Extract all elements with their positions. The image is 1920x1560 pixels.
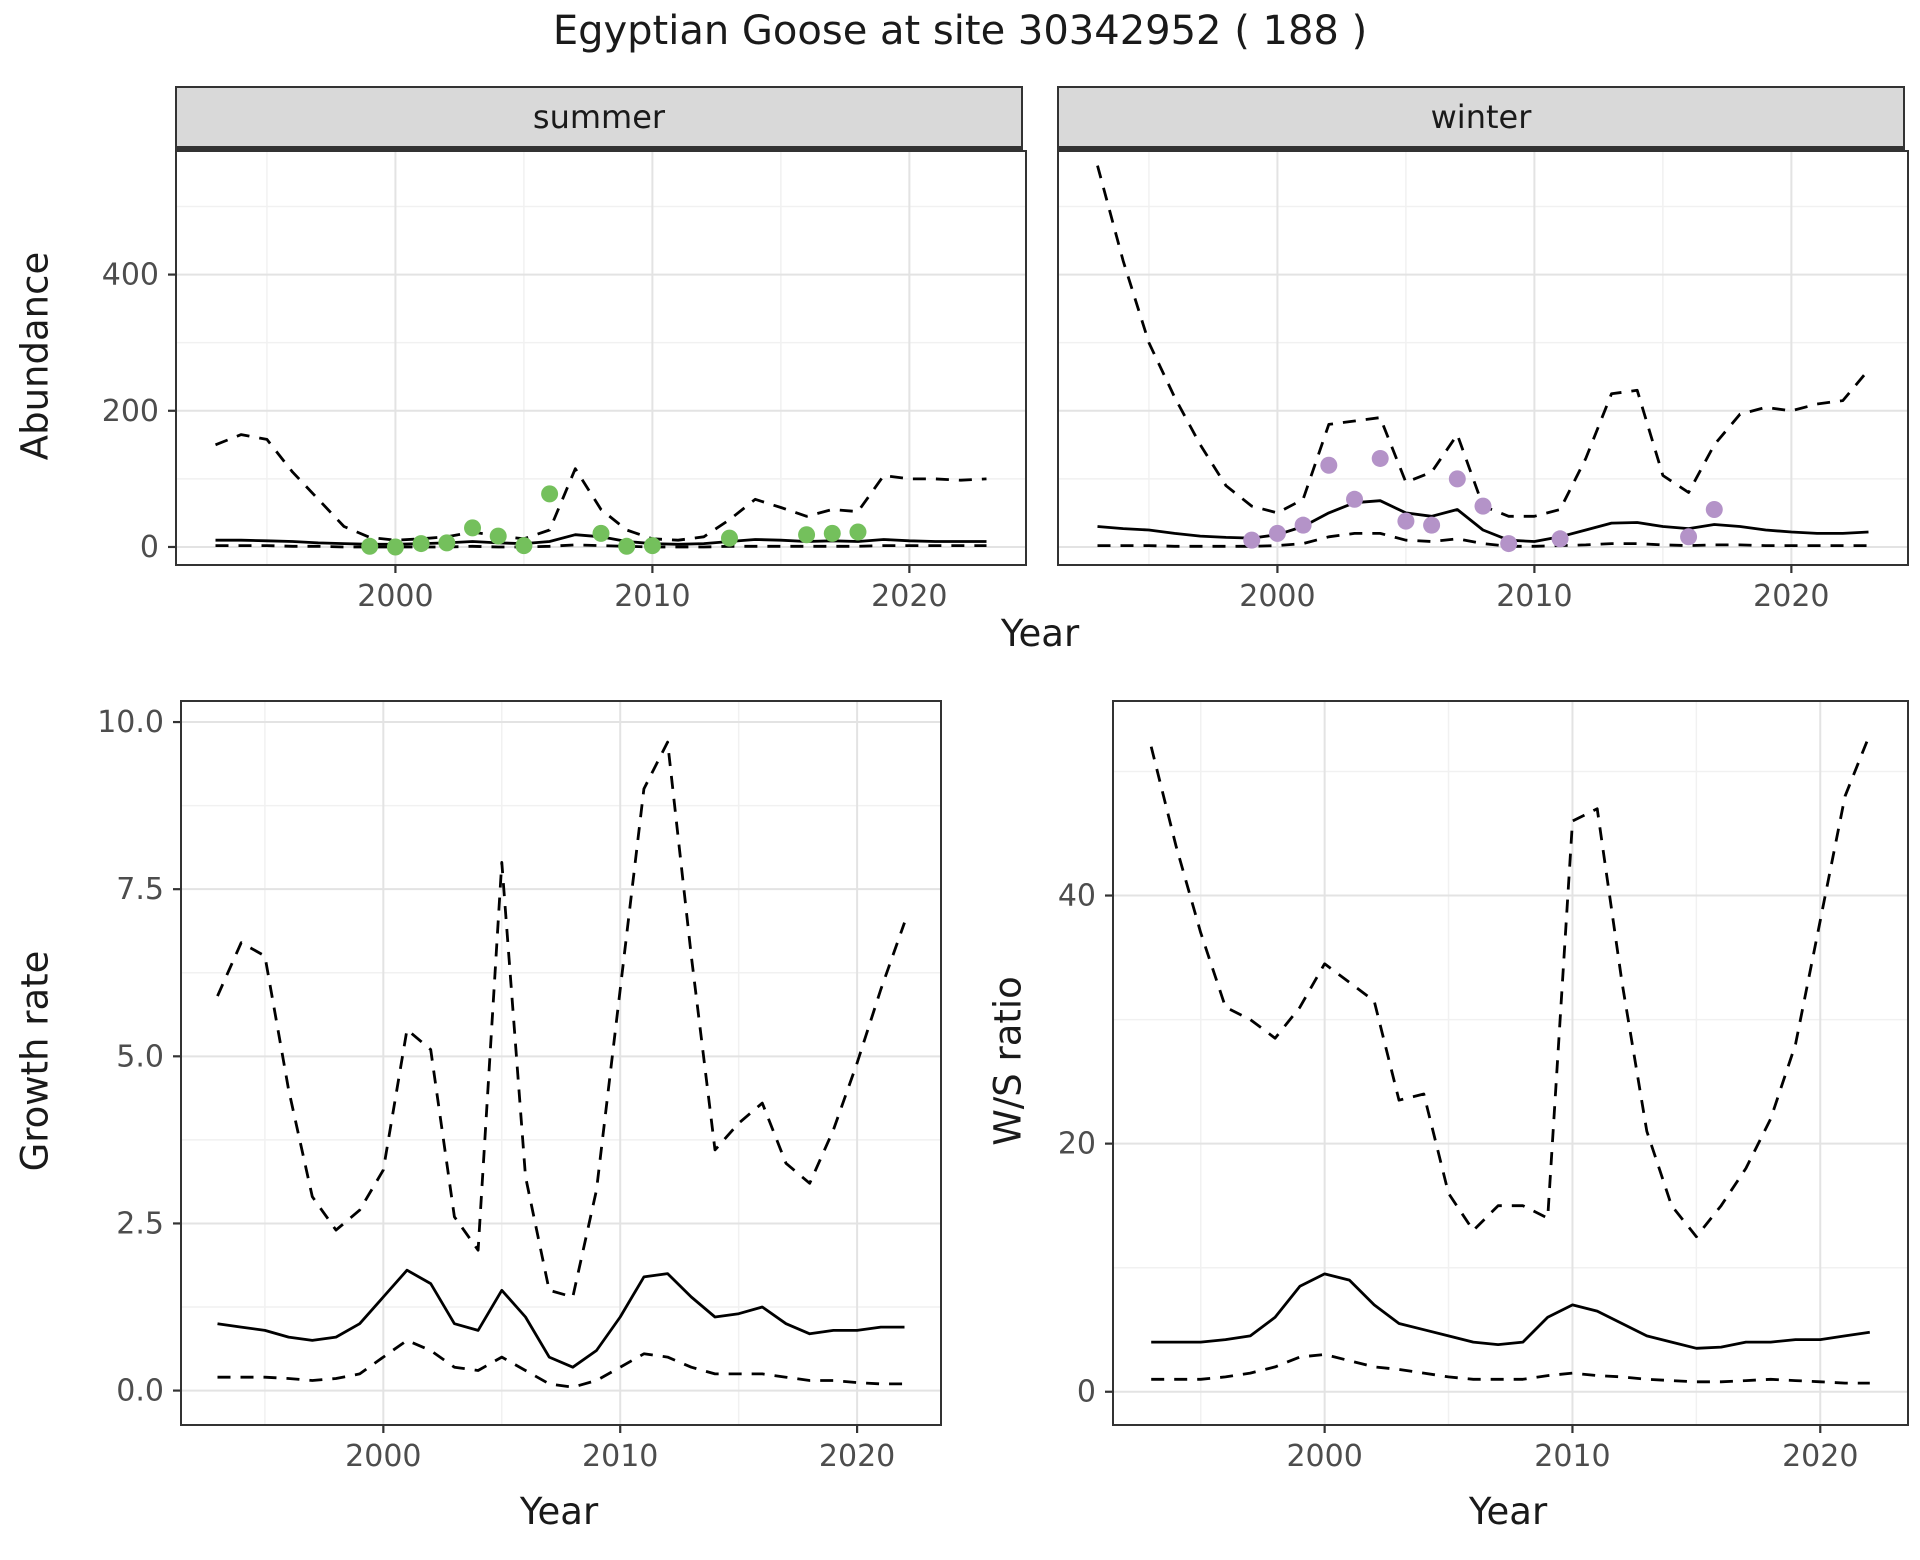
observation-point	[1551, 530, 1569, 548]
figure-title: Egyptian Goose at site 30342952 ( 188 )	[552, 8, 1368, 54]
observation-point	[1705, 501, 1723, 519]
upper-ci-line	[214, 433, 987, 542]
upper-ci-line	[1096, 165, 1870, 518]
panel-winter: 2000 2010 2020	[1057, 150, 1909, 614]
y-tick-label: 7.5	[116, 872, 164, 907]
observation-point	[1423, 516, 1441, 534]
panel-ws-ratio: 2000 2010 2020 0 20 40	[1058, 700, 1909, 1474]
observation-point	[798, 526, 816, 544]
chart-growth: 2000 2010 2020 0.0 2.5 5.0 7.5 10.0	[97, 702, 940, 1474]
observation-point	[1268, 524, 1286, 542]
observation-point	[464, 519, 482, 537]
observation-point	[489, 527, 507, 545]
y-tick-label: 2.5	[116, 1206, 164, 1241]
median-line	[1097, 499, 1869, 543]
observation-point	[1397, 512, 1415, 530]
observation-point	[720, 529, 738, 547]
x-tick-label: 2020	[1753, 579, 1829, 614]
median-line	[1151, 1272, 1871, 1350]
facet-label-winter: winter	[1430, 98, 1532, 136]
observation-point	[1346, 490, 1364, 508]
observation-point	[412, 535, 430, 553]
observation-point	[1320, 456, 1338, 474]
y-tick-label: 200	[102, 394, 159, 429]
y-axis-title-abundance: Abundance	[13, 251, 57, 461]
lower-ci-line	[1097, 532, 1869, 548]
observation-point	[438, 534, 456, 552]
x-tick-label: 2010	[1496, 579, 1572, 614]
observation-point	[1500, 535, 1518, 553]
lower-ci-line	[1151, 1353, 1870, 1385]
y-tick-label: 10.0	[97, 705, 164, 740]
median-line	[217, 1268, 905, 1369]
observation-point	[361, 537, 379, 555]
facet-label-summer: summer	[532, 98, 666, 136]
x-tick-label: 2000	[357, 579, 433, 614]
chart-summer: 2000 2010 2020 0 200 400	[102, 152, 1025, 614]
observation-point	[849, 523, 867, 541]
observation-point	[1680, 528, 1698, 546]
observation-point	[643, 537, 661, 555]
y-tick-label: 40	[1058, 879, 1096, 914]
panel-summer: 2000 2010 2020 0 200 400	[102, 150, 1027, 614]
observation-point	[1448, 470, 1466, 488]
observation-point	[1243, 531, 1261, 549]
observation-point	[823, 524, 841, 542]
y-tick-label: 400	[102, 258, 159, 293]
x-axis-title-year-ws: Year	[1468, 1490, 1548, 1533]
upper-ci-line	[216, 740, 906, 1299]
y-axis-title-growth-rate: Growth rate	[13, 950, 57, 1172]
x-tick-label: 2000	[1286, 1439, 1362, 1474]
chart-ws: 2000 2010 2020 0 20 40	[1058, 702, 1907, 1474]
facet-strip-winter: winter	[1057, 86, 1905, 150]
chart-winter: 2000 2010 2020	[1059, 152, 1907, 614]
y-tick-label: 20	[1058, 1127, 1096, 1162]
x-axis-title-year-growth: Year	[519, 1490, 599, 1533]
x-axis-title-year-top: Year	[1000, 612, 1080, 655]
observation-point	[1294, 516, 1312, 534]
x-tick-label: 2010	[614, 579, 690, 614]
x-tick-label: 2010	[1534, 1439, 1610, 1474]
observation-point	[1474, 497, 1492, 515]
facet-strip-summer: summer	[175, 86, 1023, 150]
observation-point	[386, 538, 404, 556]
upper-ci-line	[1149, 733, 1872, 1239]
x-tick-label: 2010	[582, 1439, 658, 1474]
panel-growth-rate: 2000 2010 2020 0.0 2.5 5.0 7.5 10.0	[97, 700, 942, 1474]
observation-point	[541, 485, 559, 503]
lower-ci-line	[217, 1339, 905, 1389]
x-tick-label: 2000	[1239, 579, 1315, 614]
x-tick-label: 2020	[819, 1439, 895, 1474]
y-tick-label: 0	[140, 530, 159, 565]
y-tick-label: 5.0	[116, 1039, 164, 1074]
x-tick-label: 2020	[1782, 1439, 1858, 1474]
y-tick-label: 0	[1077, 1375, 1096, 1410]
observation-point	[1371, 449, 1389, 467]
x-tick-label: 2000	[345, 1439, 421, 1474]
observation-point	[592, 524, 610, 542]
y-tick-label: 0.0	[116, 1374, 164, 1409]
y-axis-title-ws-ratio: W/S ratio	[986, 976, 1030, 1146]
observation-point	[618, 537, 636, 555]
observation-point	[515, 537, 533, 555]
x-tick-label: 2020	[871, 579, 947, 614]
